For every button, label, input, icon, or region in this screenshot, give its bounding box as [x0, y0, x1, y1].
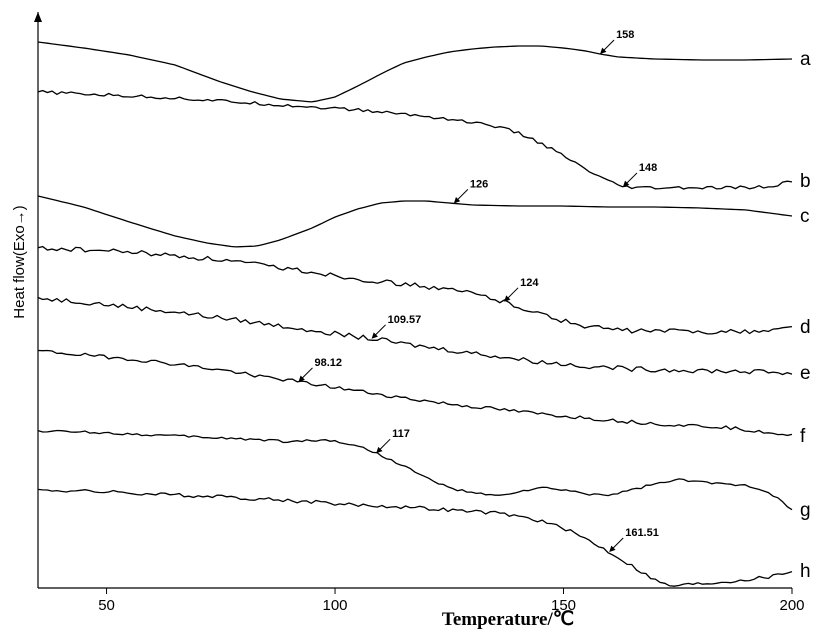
- curve-label-e: e: [800, 363, 811, 384]
- curve-labels: a bc d e f g h: [800, 49, 811, 582]
- curve-label-h: h: [800, 561, 811, 582]
- annotation-e: 109.57: [371, 314, 422, 339]
- curve-g: [37, 429, 793, 511]
- curve-b: [37, 89, 793, 190]
- annotation-d: 124: [504, 277, 539, 302]
- annotation-arrowhead-icon: [622, 180, 630, 187]
- annotation-text-f: 98.12: [314, 357, 342, 369]
- annotation-a: 158: [600, 29, 634, 54]
- x-tick-label-50: 50: [98, 597, 115, 614]
- curve-h: [37, 488, 793, 587]
- curve-label-c: c: [800, 206, 810, 227]
- annotation-h: 161.51: [609, 527, 659, 552]
- annotation-arrowhead-icon: [504, 295, 511, 302]
- annotation-g: 117: [376, 428, 410, 454]
- annotation-f: 98.12: [298, 357, 342, 382]
- x-tick-label-100: 100: [323, 597, 348, 614]
- annotation-arrowhead-icon: [453, 197, 461, 204]
- annotation-text-h: 161.51: [625, 527, 659, 539]
- y-axis-label: Heat flow(Exo→): [11, 205, 28, 318]
- annotation-text-d: 124: [520, 277, 539, 289]
- annotation-arrowhead-icon: [600, 47, 607, 54]
- y-axis-arrow-icon: [34, 12, 42, 22]
- annotation-c: 126: [453, 178, 488, 204]
- curve-e: [37, 296, 793, 376]
- curve-label-g: g: [800, 500, 811, 521]
- curves: [37, 41, 793, 587]
- curve-d: [37, 245, 793, 335]
- curve-c: [37, 195, 793, 248]
- annotation-text-g: 117: [392, 428, 410, 440]
- annotation-text-c: 126: [470, 178, 488, 190]
- annotation-b: 148: [622, 162, 657, 187]
- annotation-text-b: 148: [639, 162, 657, 174]
- axes: [34, 12, 792, 589]
- curve-label-b: b: [800, 171, 811, 192]
- curve-f: [37, 349, 793, 437]
- annotation-arrowhead-icon: [376, 446, 383, 454]
- x-tick-label-150: 150: [551, 597, 576, 614]
- x-tick-label-200: 200: [779, 597, 804, 614]
- curve-label-d: d: [800, 317, 811, 338]
- annotations: 158 148 126 124 109.57 98.12 117 161.51: [298, 29, 659, 552]
- curve-label-a: a: [800, 49, 811, 70]
- curve-label-f: f: [800, 426, 806, 447]
- annotation-text-e: 109.57: [388, 314, 422, 326]
- x-ticks: 50 100 150 200: [98, 588, 805, 614]
- annotation-arrowhead-icon: [298, 375, 305, 382]
- annotation-arrowhead-icon: [609, 545, 616, 552]
- annotation-text-a: 158: [616, 29, 634, 41]
- curve-a: [37, 41, 793, 103]
- annotation-arrowhead-icon: [371, 332, 378, 339]
- x-axis-label: Temperature/℃: [442, 609, 574, 630]
